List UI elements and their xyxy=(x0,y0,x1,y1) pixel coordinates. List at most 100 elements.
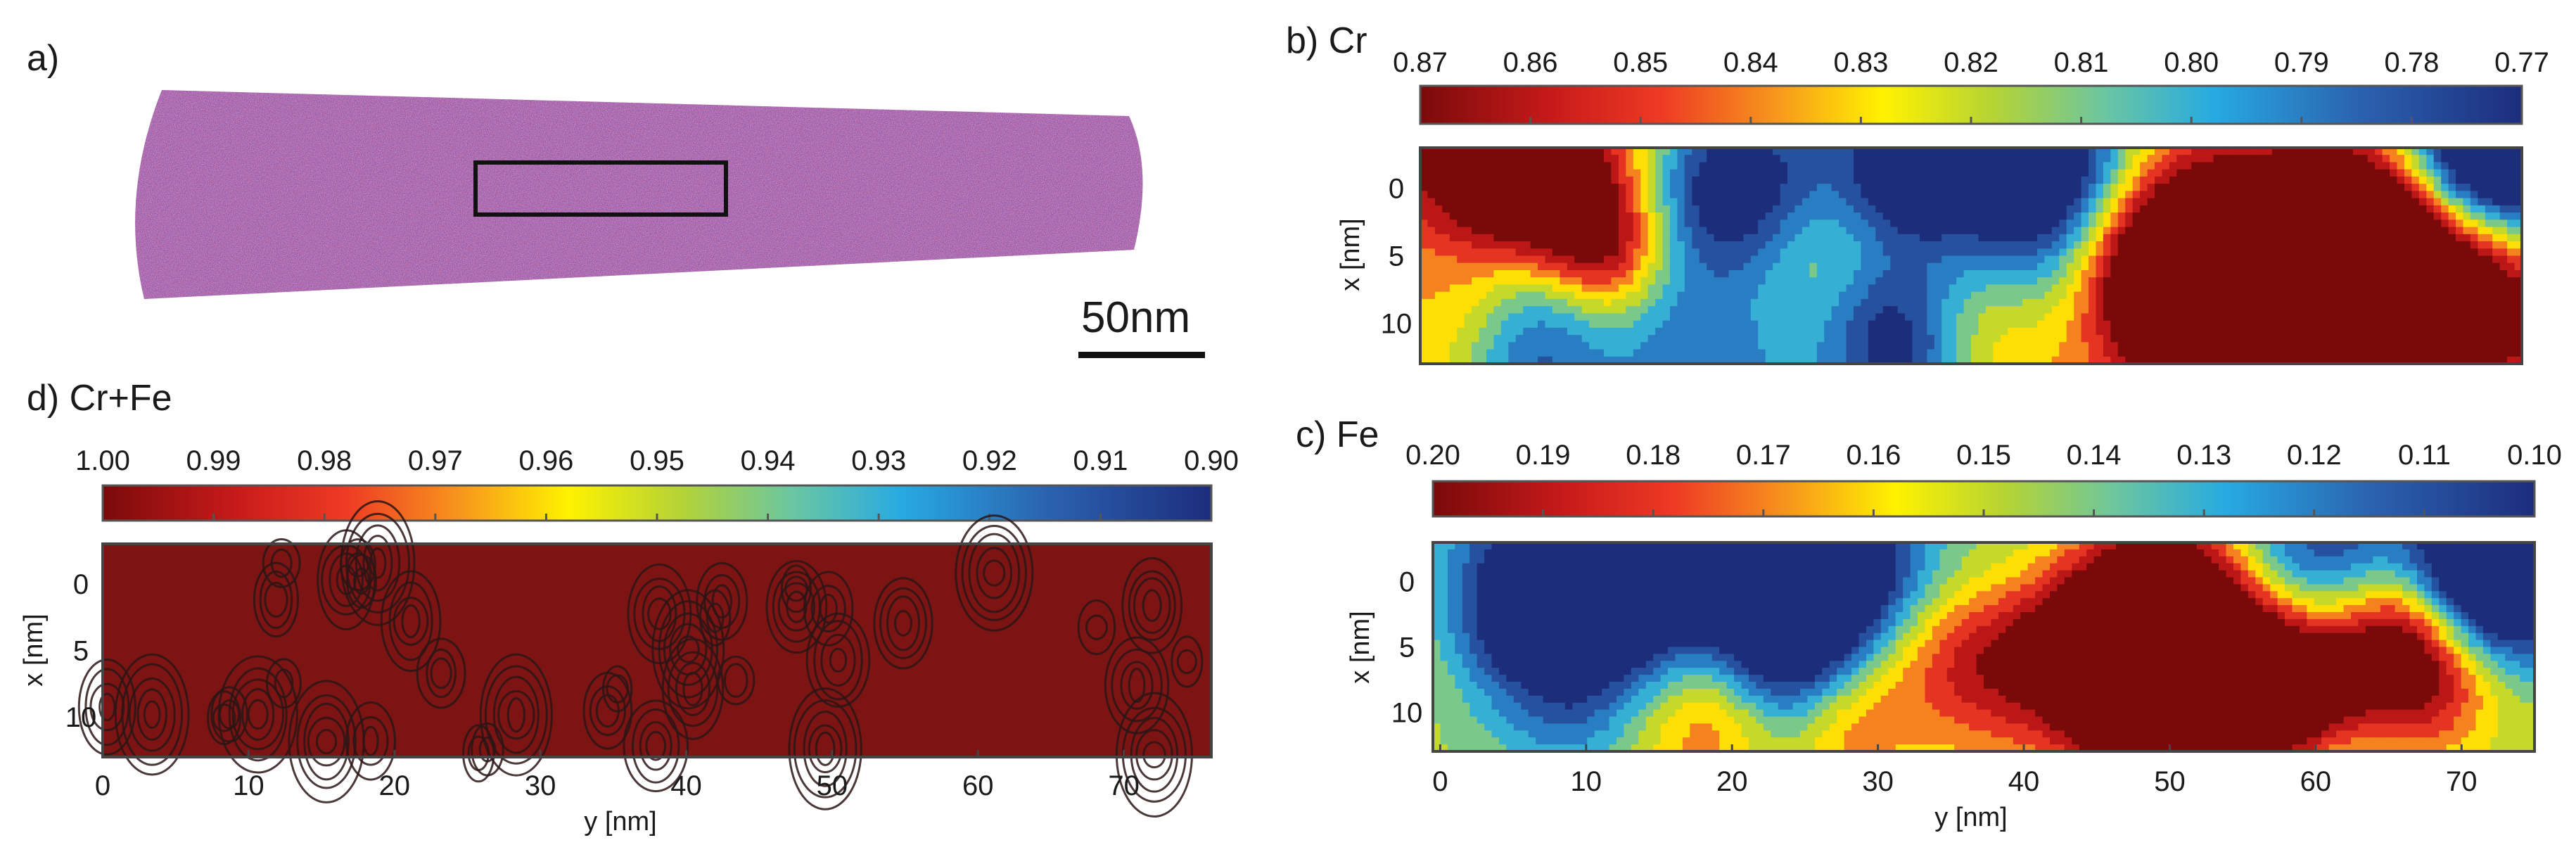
heatmap-cell xyxy=(2279,155,2288,163)
heatmap-cell xyxy=(1633,155,1641,163)
heatmap-cell xyxy=(2162,255,2170,264)
heatmap-cell xyxy=(2301,298,2309,307)
heatmap-cell xyxy=(1794,255,1803,264)
heatmap-cell xyxy=(1434,284,1443,293)
heatmap-cell xyxy=(2228,270,2236,278)
heatmap-cell xyxy=(1538,255,1545,264)
heatmap-cell xyxy=(1861,176,1869,184)
heatmap-cell xyxy=(2316,291,2324,300)
heatmap-cell xyxy=(1861,356,1869,364)
heatmap-cell xyxy=(2478,313,2486,322)
heatmap-cell xyxy=(2411,227,2420,235)
heatmap-cell xyxy=(1756,556,1764,564)
heatmap-cell xyxy=(1455,542,1463,550)
heatmap-cell xyxy=(1670,198,1678,206)
heatmap-cell xyxy=(1895,549,1904,557)
heatmap-cell xyxy=(1655,327,1664,336)
heatmap-cell xyxy=(2309,184,2317,191)
heatmap-cell xyxy=(1802,277,1810,285)
heatmap-cell xyxy=(2059,234,2067,242)
heatmap-cell xyxy=(2316,356,2324,364)
heatmap-cell xyxy=(1479,291,1487,300)
heatmap-cell xyxy=(2316,162,2324,170)
heatmap-cell xyxy=(1662,184,1671,191)
heatmap-cell xyxy=(2514,234,2523,242)
heatmap-cell xyxy=(1707,155,1715,163)
heatmap-cell xyxy=(2051,284,2060,293)
heatmap-cell xyxy=(2404,349,2412,357)
heatmap-cell xyxy=(2145,542,2153,550)
heatmap-cell xyxy=(1626,220,1634,228)
heatmap-cell xyxy=(1670,327,1678,336)
heatmap-cell xyxy=(2132,291,2141,300)
heatmap-cell xyxy=(2285,556,2293,564)
heatmap-cell xyxy=(2169,169,2177,177)
heatmap-cell xyxy=(2286,327,2295,336)
heatmap-cell xyxy=(2211,549,2219,557)
heatmap-cell xyxy=(2213,248,2221,257)
heatmap-cell xyxy=(1457,270,1465,278)
heatmap-cell xyxy=(2089,184,2096,191)
heatmap-cell xyxy=(1574,155,1583,163)
heatmap-cell xyxy=(2360,277,2368,285)
heatmap-cell xyxy=(2499,191,2508,199)
heatmap-cell xyxy=(1743,291,1752,300)
heatmap-cell xyxy=(2360,270,2368,278)
heatmap-cell xyxy=(1919,241,1927,249)
heatmap-cell xyxy=(2433,262,2442,271)
heatmap-cell xyxy=(1472,298,1480,307)
heatmap-cell xyxy=(1684,313,1692,322)
heatmap-cell xyxy=(2162,313,2170,322)
heatmap-cell xyxy=(1427,342,1436,350)
heatmap-cell xyxy=(2243,298,2251,307)
heatmap-cell xyxy=(2499,176,2508,184)
heatmap-cell xyxy=(1640,220,1649,228)
heatmap-cell xyxy=(2213,227,2221,235)
heatmap-cell xyxy=(1882,198,1891,206)
heatmap-cell xyxy=(2514,284,2523,293)
heatmap-cell xyxy=(1934,277,1942,285)
heatmap-cell xyxy=(1538,335,1545,343)
heatmap-cell xyxy=(1530,205,1538,213)
heatmap-cell xyxy=(1523,262,1531,271)
heatmap-cell xyxy=(1707,284,1715,293)
heatmap-cell xyxy=(2411,306,2420,314)
heatmap-cell xyxy=(2206,320,2214,329)
heatmap-cell xyxy=(1809,313,1818,322)
heatmap-cell xyxy=(1579,542,1588,550)
heatmap-cell xyxy=(2066,205,2074,213)
heatmap-cell xyxy=(2309,176,2317,184)
heatmap-cell xyxy=(2051,335,2060,343)
heatmap-cell xyxy=(2169,176,2177,184)
heatmap-cell xyxy=(1626,191,1634,199)
heatmap-cell xyxy=(1442,270,1450,278)
heatmap-cell xyxy=(1427,356,1436,364)
heatmap-cell xyxy=(2257,356,2266,364)
heatmap-cell xyxy=(1941,212,1950,220)
heatmap-cell xyxy=(1844,549,1852,557)
heatmap-cell xyxy=(2463,313,2471,322)
heatmap-cell xyxy=(2360,320,2368,329)
heatmap-cell xyxy=(1675,542,1683,550)
heatmap-cell xyxy=(2257,291,2266,300)
heatmap-cell xyxy=(2301,262,2309,271)
heatmap-cell xyxy=(2183,262,2192,271)
heatmap-cell xyxy=(2485,313,2493,322)
heatmap-cell xyxy=(1743,255,1752,264)
heatmap-cell xyxy=(1626,342,1634,350)
heatmap-cell xyxy=(2330,306,2339,314)
heatmap-cell xyxy=(1618,191,1626,199)
heatmap-cell xyxy=(1802,335,1810,343)
heatmap-cell xyxy=(2499,220,2508,228)
heatmap-cell xyxy=(1809,176,1818,184)
heatmap-cell xyxy=(2323,306,2332,314)
heatmap-cell xyxy=(1486,248,1494,257)
heatmap-cell xyxy=(1971,327,1979,336)
heatmap-cell xyxy=(1925,542,1933,550)
heatmap-cell xyxy=(2147,262,2155,271)
heatmap-cell xyxy=(2191,320,2200,329)
heatmap-cell xyxy=(1780,162,1788,170)
heatmap-cell xyxy=(2066,255,2074,264)
heatmap-cell xyxy=(1787,320,1795,329)
heatmap-cell xyxy=(2301,291,2309,300)
